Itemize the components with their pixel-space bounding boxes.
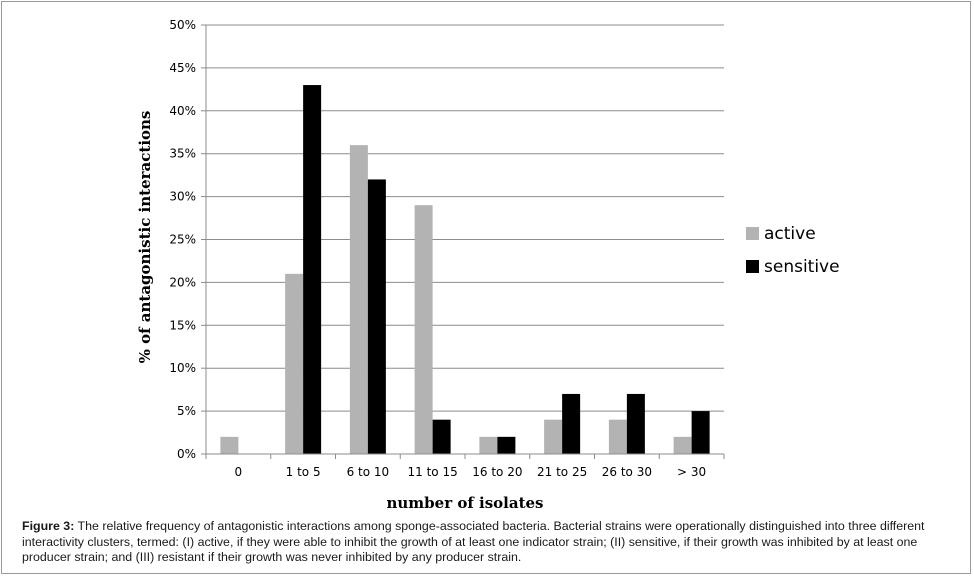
y-tick-label: 30% <box>169 190 196 204</box>
y-tick-label: 35% <box>169 147 196 161</box>
bar-sensitive <box>497 436 516 454</box>
x-axis-ticks: 0 1 to 5 6 to 10 11 to 15 16 to 20 21 to 25 26… <box>205 454 725 479</box>
gridlines <box>206 24 724 455</box>
y-tick-label: 45% <box>169 61 196 75</box>
bar-active <box>544 419 563 454</box>
y-tick-label: 25% <box>169 233 196 247</box>
bar-sensitive <box>367 179 386 454</box>
bar-sensitive <box>303 85 322 454</box>
x-tick-label: 0 <box>235 465 243 479</box>
legend-label-sensitive: sensitive <box>764 257 840 277</box>
y-tick-label: 5% <box>177 404 196 418</box>
bar-active <box>479 436 498 454</box>
legend-swatch-active <box>746 227 759 240</box>
x-tick-label: 21 to 25 <box>537 465 587 479</box>
bar-chart: 0% 5% 10% 15% 20% 25% 30% 35% 40% 45% 50% 0 1 to 5 6… <box>136 18 840 512</box>
bar-sensitive <box>626 393 645 454</box>
y-tick-label: 20% <box>169 275 196 289</box>
caption-label: Figure 3: <box>22 519 75 533</box>
bar-active <box>220 436 239 454</box>
legend-swatch-sensitive <box>746 260 759 273</box>
y-tick-label: 10% <box>169 361 196 375</box>
y-tick-label: 0% <box>177 447 196 461</box>
bars <box>220 85 710 454</box>
x-tick-label: 16 to 20 <box>472 465 522 479</box>
bar-active <box>414 205 433 454</box>
y-tick-label: 50% <box>169 18 196 32</box>
figure-caption: Figure 3: The relative frequency of anta… <box>22 519 962 566</box>
bar-active <box>349 145 368 454</box>
x-axis-title: number of isolates <box>386 494 543 512</box>
x-tick-label: 26 to 30 <box>602 465 652 479</box>
x-tick-label: 11 to 15 <box>408 465 458 479</box>
x-tick-label: 6 to 10 <box>347 465 390 479</box>
y-axis-title: % of antagonistic interactions <box>136 111 154 364</box>
y-tick-label: 15% <box>169 318 196 332</box>
y-axis-ticks: 0% 5% 10% 15% 20% 25% 30% 35% 40% 45% 50% <box>169 18 206 461</box>
x-tick-label: > 30 <box>677 465 706 479</box>
caption-text: The relative frequency of antagonistic i… <box>22 519 925 565</box>
bar-sensitive <box>432 419 451 454</box>
x-tick-label: 1 to 5 <box>286 465 321 479</box>
y-tick-label: 40% <box>169 104 196 118</box>
bar-sensitive <box>691 411 710 454</box>
bar-active <box>673 436 692 454</box>
bar-sensitive <box>562 393 581 454</box>
bar-active <box>608 419 627 454</box>
legend-label-active: active <box>764 224 816 244</box>
bar-active <box>285 273 304 454</box>
legend: active sensitive <box>746 224 840 277</box>
